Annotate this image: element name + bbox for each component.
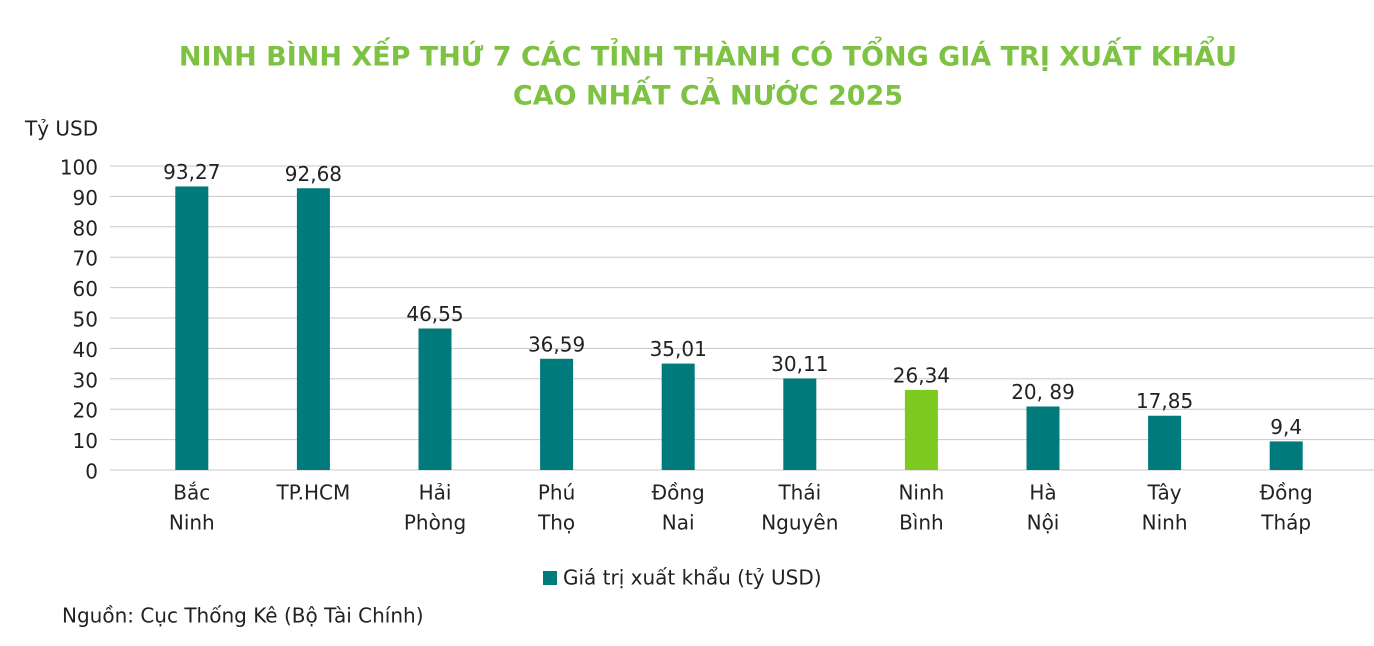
bar	[296, 188, 330, 470]
y-tick-label: 100	[60, 156, 98, 180]
bar	[418, 328, 452, 470]
y-axis-label: Tỷ USD	[24, 117, 98, 141]
x-tick-label: Nai	[662, 511, 695, 535]
data-label: 36,59	[528, 332, 585, 356]
data-label: 9,4	[1270, 415, 1302, 439]
y-tick-label: 30	[73, 368, 98, 392]
bar	[175, 186, 209, 470]
data-label: 20, 89	[1011, 380, 1075, 404]
x-tick-label: Đồng	[652, 481, 705, 505]
data-label: 26,34	[893, 363, 950, 387]
bar	[1269, 441, 1303, 470]
bar	[540, 358, 574, 470]
legend-label: Giá trị xuất khẩu (tỷ USD)	[563, 566, 822, 590]
x-tick-label: Bắc	[173, 481, 210, 505]
x-tick-label: Nội	[1027, 511, 1060, 535]
x-tick-label: Tây	[1147, 481, 1182, 505]
bar	[904, 389, 938, 470]
x-tick-label: Ninh	[1142, 511, 1188, 535]
x-tick-label: Thái	[777, 481, 821, 505]
x-tick-label: Bình	[899, 511, 944, 535]
y-tick-label: 60	[73, 277, 98, 301]
data-label: 30,11	[771, 352, 828, 376]
data-label: 17,85	[1136, 389, 1193, 413]
y-tick-label: 0	[85, 460, 98, 484]
y-tick-label: 90	[73, 186, 98, 210]
legend-swatch	[543, 571, 557, 585]
y-tick-label: 10	[73, 429, 98, 453]
y-tick-label: 50	[73, 308, 98, 332]
bar	[783, 378, 817, 470]
y-tick-label: 80	[73, 216, 98, 240]
x-tick-label: Tháp	[1260, 511, 1311, 535]
data-label: 35,01	[650, 337, 707, 361]
data-label: 93,27	[163, 160, 220, 184]
bar	[661, 363, 695, 470]
x-tick-label: Ninh	[898, 481, 944, 505]
data-label: 46,55	[406, 302, 463, 326]
data-label: 92,68	[285, 162, 342, 186]
chart-title: NINH BÌNH XẾP THỨ 7 CÁC TỈNH THÀNH CÓ TỔ…	[179, 35, 1237, 73]
bar	[1148, 415, 1182, 470]
x-tick-label: Phòng	[404, 511, 466, 535]
bar	[1026, 406, 1060, 470]
x-tick-label: Đồng	[1260, 481, 1313, 505]
y-tick-label: 20	[73, 399, 98, 423]
x-tick-label: Ninh	[169, 511, 215, 535]
x-tick-label: TP.HCM	[276, 481, 351, 505]
x-tick-label: Nguyên	[761, 511, 838, 535]
source-note: Nguồn: Cục Thống Kê (Bộ Tài Chính)	[62, 604, 424, 628]
chart-title: CAO NHẤT CẢ NƯỚC 2025	[513, 76, 903, 112]
x-tick-label: Phú	[538, 481, 575, 505]
y-tick-label: 70	[73, 247, 98, 271]
y-tick-label: 40	[73, 338, 98, 362]
x-tick-label: Thọ	[537, 511, 575, 535]
x-tick-label: Hà	[1029, 481, 1056, 505]
x-tick-label: Hải	[419, 481, 452, 505]
